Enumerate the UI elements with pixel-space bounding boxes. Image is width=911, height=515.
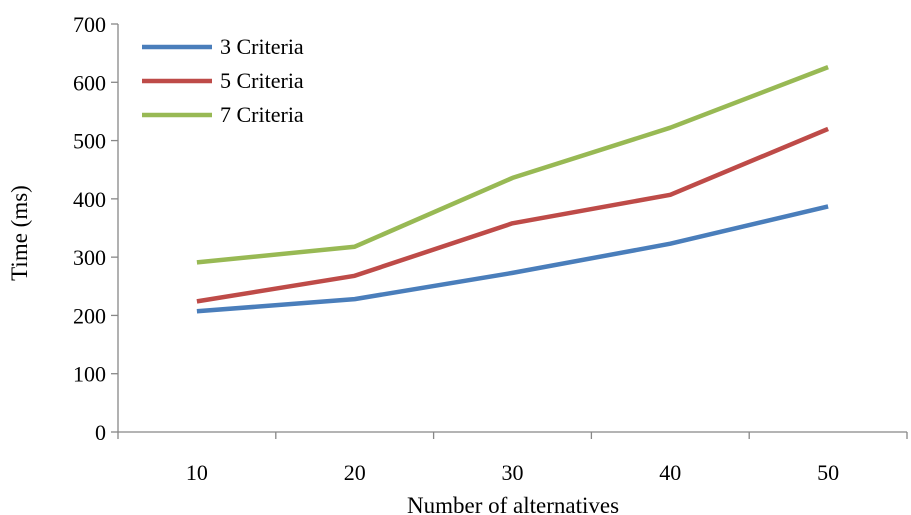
series-line-2	[196, 126, 829, 304]
y-tick-label: 700	[73, 12, 106, 37]
x-tick-label: 10	[186, 460, 208, 485]
legend-label: 5 Criteria	[220, 68, 304, 93]
legend-label: 3 Criteria	[220, 34, 304, 59]
series-line-1	[196, 204, 829, 314]
y-axis-title: Time (ms)	[7, 185, 32, 281]
x-axis-title: Number of alternatives	[407, 493, 619, 515]
y-tick-label: 400	[73, 187, 106, 212]
y-tick-label: 100	[73, 362, 106, 387]
x-tick-label: 20	[344, 460, 366, 485]
legend: 3 Criteria 5 Criteria 7 Criteria	[142, 34, 304, 127]
x-tick-label: 30	[502, 460, 524, 485]
x-tick-label: 50	[817, 460, 839, 485]
series-lines	[196, 64, 829, 314]
y-tick-label: 0	[95, 420, 106, 445]
y-tick-label: 500	[73, 129, 106, 154]
y-tick-label: 600	[73, 70, 106, 95]
axes: 0 100 200 300 400 500 600 700 10 20 30 40 50	[73, 12, 908, 485]
legend-label: 7 Criteria	[220, 102, 304, 127]
series-line-3	[196, 64, 829, 265]
y-tick-label: 300	[73, 245, 106, 270]
y-tick-label: 200	[73, 303, 106, 328]
x-tick-label: 40	[659, 460, 681, 485]
